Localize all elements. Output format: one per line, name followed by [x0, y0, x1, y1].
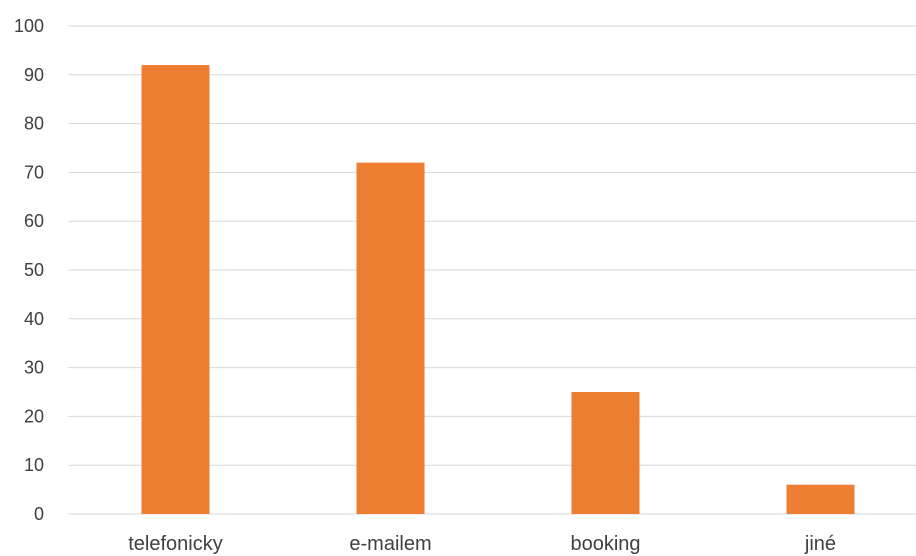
x-category-label: e-mailem [349, 533, 431, 555]
y-tick-label: 100 [14, 16, 44, 36]
y-tick-label: 30 [24, 358, 44, 378]
y-tick-label: 10 [24, 455, 44, 475]
y-tick-label: 60 [24, 211, 44, 231]
y-tick-label: 50 [24, 260, 44, 280]
y-tick-label: 40 [24, 309, 44, 329]
x-axis-category-labels: telefonicky e-mailem booking jiné [128, 533, 836, 555]
bar-telefonicky [141, 65, 210, 514]
y-tick-label: 70 [24, 162, 44, 182]
y-tick-label: 90 [24, 65, 44, 85]
y-tick-label: 80 [24, 114, 44, 134]
bar-jiné [786, 484, 855, 514]
bar-booking [571, 392, 640, 514]
bars [141, 65, 855, 514]
y-tick-label: 20 [24, 406, 44, 426]
bar-e-mailem [356, 162, 425, 514]
x-category-label: telefonicky [128, 533, 223, 555]
x-category-label: booking [570, 533, 640, 555]
x-category-label: jiné [804, 533, 836, 555]
y-tick-label: 0 [34, 504, 44, 524]
y-axis-tick-labels: 0 10 20 30 40 50 60 70 80 90 100 [14, 16, 44, 524]
